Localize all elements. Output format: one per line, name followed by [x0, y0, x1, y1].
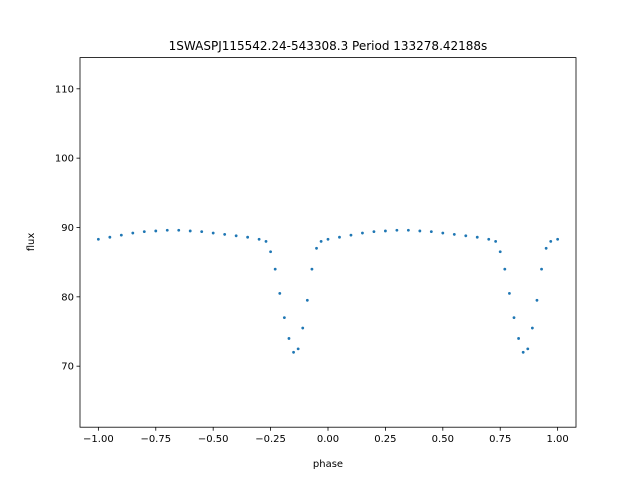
x-tick-label: −1.00: [83, 434, 114, 445]
data-point: [188, 229, 192, 233]
data-point: [418, 229, 422, 233]
data-point: [96, 237, 100, 241]
plot-area-frame: [79, 57, 577, 428]
data-point: [494, 239, 498, 243]
data-point: [278, 291, 282, 295]
data-point: [246, 235, 250, 239]
data-point: [535, 298, 539, 302]
data-point: [521, 350, 525, 354]
data-point: [517, 337, 520, 340]
data-point: [441, 231, 445, 235]
data-point: [142, 230, 146, 234]
data-point: [530, 326, 534, 330]
y-tick-label: 90: [61, 223, 74, 234]
data-point: [108, 235, 112, 239]
data-point: [498, 250, 502, 254]
data-point: [406, 228, 410, 232]
data-point: [429, 230, 433, 234]
data-point: [234, 234, 238, 238]
data-point: [487, 237, 491, 241]
chart-title: 1SWASPJ115542.24-543308.3 Period 133278.…: [169, 39, 488, 53]
x-tick-label: 0.75: [489, 434, 511, 445]
y-tick-label: 100: [55, 154, 74, 165]
data-point: [282, 316, 286, 320]
data-point: [452, 233, 456, 236]
x-tick-label: −0.75: [140, 434, 171, 445]
data-point: [292, 350, 295, 354]
x-tick-label: 0.50: [432, 434, 454, 445]
data-point: [223, 233, 227, 236]
data-point: [540, 267, 543, 271]
data-point: [544, 246, 548, 250]
data-point: [211, 231, 215, 235]
data-point: [301, 326, 305, 330]
data-point: [119, 233, 123, 237]
data-point: [296, 347, 300, 351]
data-point: [526, 347, 530, 351]
scatter-points: [96, 228, 560, 354]
y-tick-label: 80: [61, 292, 74, 303]
data-point: [273, 267, 277, 271]
x-tick-label: 0.00: [317, 434, 339, 445]
data-point: [264, 239, 268, 243]
data-point: [475, 235, 479, 239]
y-tick-label: 110: [55, 84, 74, 95]
y-tick-label: 70: [61, 362, 74, 373]
data-point: [165, 228, 169, 232]
data-point: [361, 231, 364, 235]
data-point: [287, 337, 291, 340]
data-point: [315, 246, 318, 250]
data-point: [326, 237, 330, 241]
data-point: [512, 316, 516, 320]
x-tick-label: 1.00: [546, 434, 568, 445]
data-point: [257, 237, 261, 241]
data-point: [310, 267, 314, 271]
data-point: [305, 298, 309, 302]
data-point: [154, 229, 158, 233]
y-axis-label: flux: [26, 233, 37, 252]
data-point: [503, 267, 507, 271]
data-point: [177, 228, 181, 232]
data-point: [200, 230, 204, 234]
x-tick-label: 0.25: [374, 434, 396, 445]
data-point: [319, 239, 323, 243]
data-point: [556, 237, 560, 241]
data-point: [384, 229, 387, 233]
data-point: [464, 234, 468, 238]
data-point: [338, 235, 341, 239]
data-point: [131, 231, 135, 235]
data-point: [395, 228, 399, 232]
data-point: [549, 239, 553, 243]
x-axis-label: phase: [313, 459, 343, 470]
y-axis: 70 80 90 100 110: [55, 84, 80, 373]
x-tick-label: −0.25: [255, 434, 286, 445]
data-point: [372, 230, 376, 234]
x-axis: −1.00 −0.75 −0.50 −0.25 0.00 0.25 0.50 0.75 1.00: [83, 427, 569, 445]
data-point: [508, 291, 511, 295]
data-point: [269, 250, 272, 254]
data-point: [349, 233, 353, 237]
x-tick-label: −0.50: [198, 434, 229, 445]
